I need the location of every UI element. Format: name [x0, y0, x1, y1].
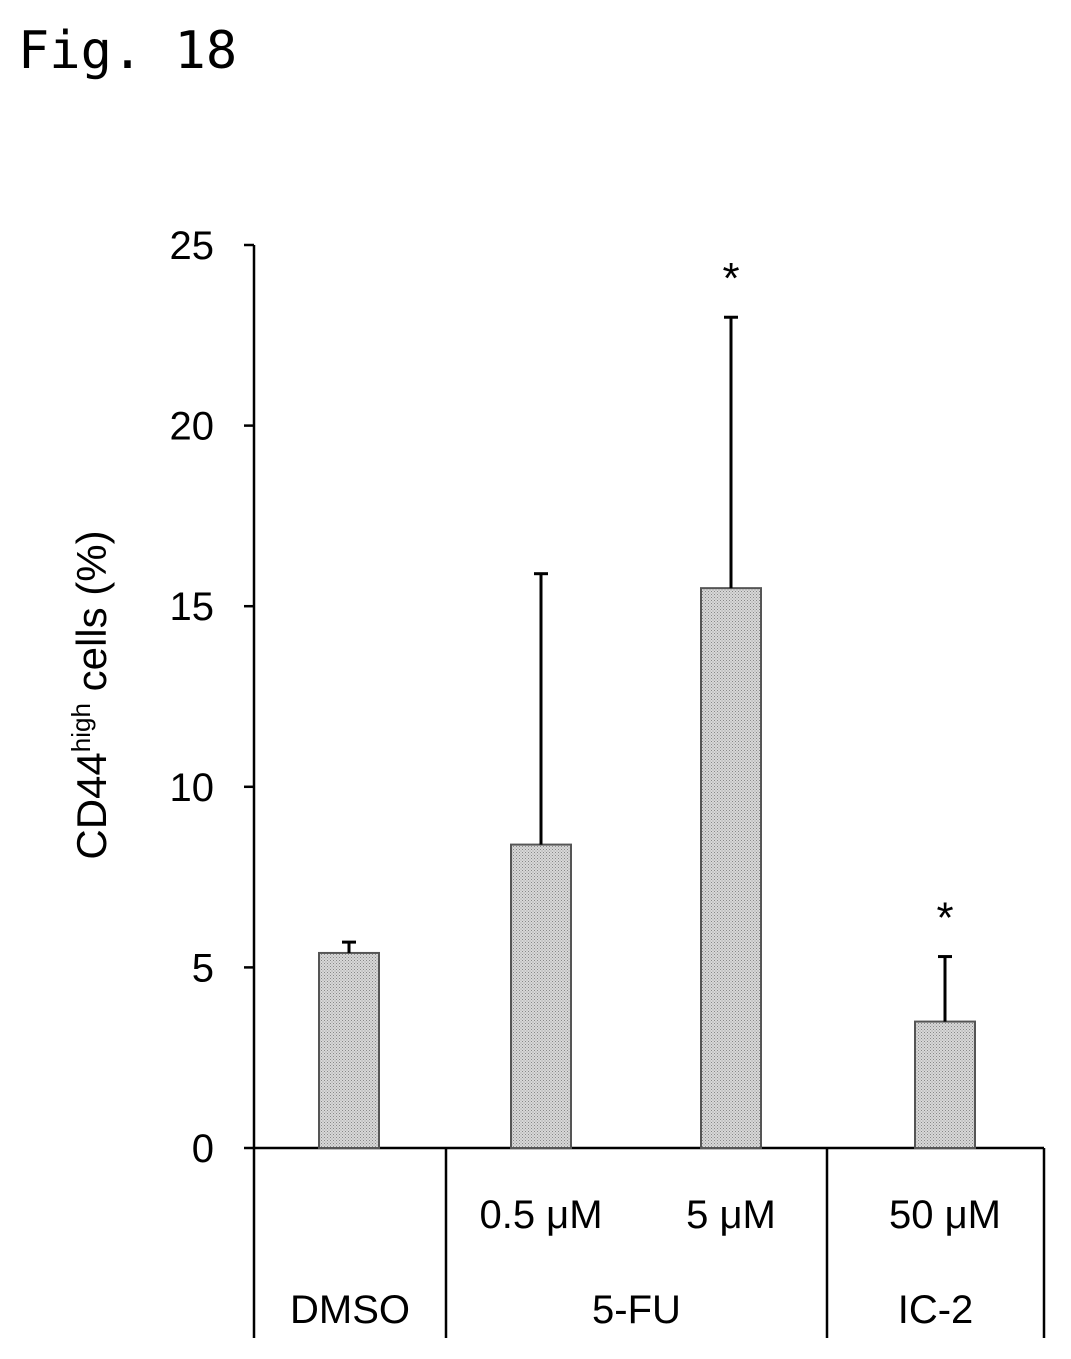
category-table: DMSO 0.5 μM 5 μM 5-FU 50 μM IC-2	[290, 1148, 1046, 1338]
y-tick-label: 20	[170, 405, 215, 449]
y-tick-label: 10	[170, 766, 215, 810]
group-label: DMSO	[290, 1288, 410, 1332]
concentration-label: 0.5 μM	[479, 1193, 602, 1237]
bar	[510, 843, 572, 1149]
axes	[252, 245, 1044, 1338]
bar	[318, 951, 380, 1150]
concentration-label: 50 μM	[889, 1193, 1001, 1237]
bar	[700, 587, 762, 1149]
figure-title: Fig. 18	[18, 21, 237, 81]
concentration-label: 5 μM	[686, 1193, 776, 1237]
y-ticks: 0 5 10 15 20 25	[170, 224, 254, 1171]
y-tick-label: 0	[192, 1127, 214, 1171]
y-axis-label: CD44high cells (%)	[66, 530, 115, 859]
y-tick-label: 15	[170, 585, 215, 629]
svg-text:CD44high cells (%): CD44high cells (%)	[66, 530, 115, 859]
bar	[914, 1020, 976, 1150]
significance-star: *	[722, 254, 739, 303]
significance-markers: **	[722, 254, 953, 942]
y-tick-label: 25	[170, 224, 215, 268]
y-axis-label-tail: cells (%)	[68, 530, 115, 703]
group-label: IC-2	[898, 1288, 974, 1332]
y-axis-label-main: CD44	[68, 752, 115, 859]
error-bars	[342, 315, 952, 1022]
significance-star: *	[936, 894, 953, 943]
y-tick-label: 5	[192, 946, 214, 990]
y-axis-label-sup: high	[66, 703, 96, 752]
bars	[318, 587, 976, 1150]
group-label: 5-FU	[592, 1288, 681, 1332]
